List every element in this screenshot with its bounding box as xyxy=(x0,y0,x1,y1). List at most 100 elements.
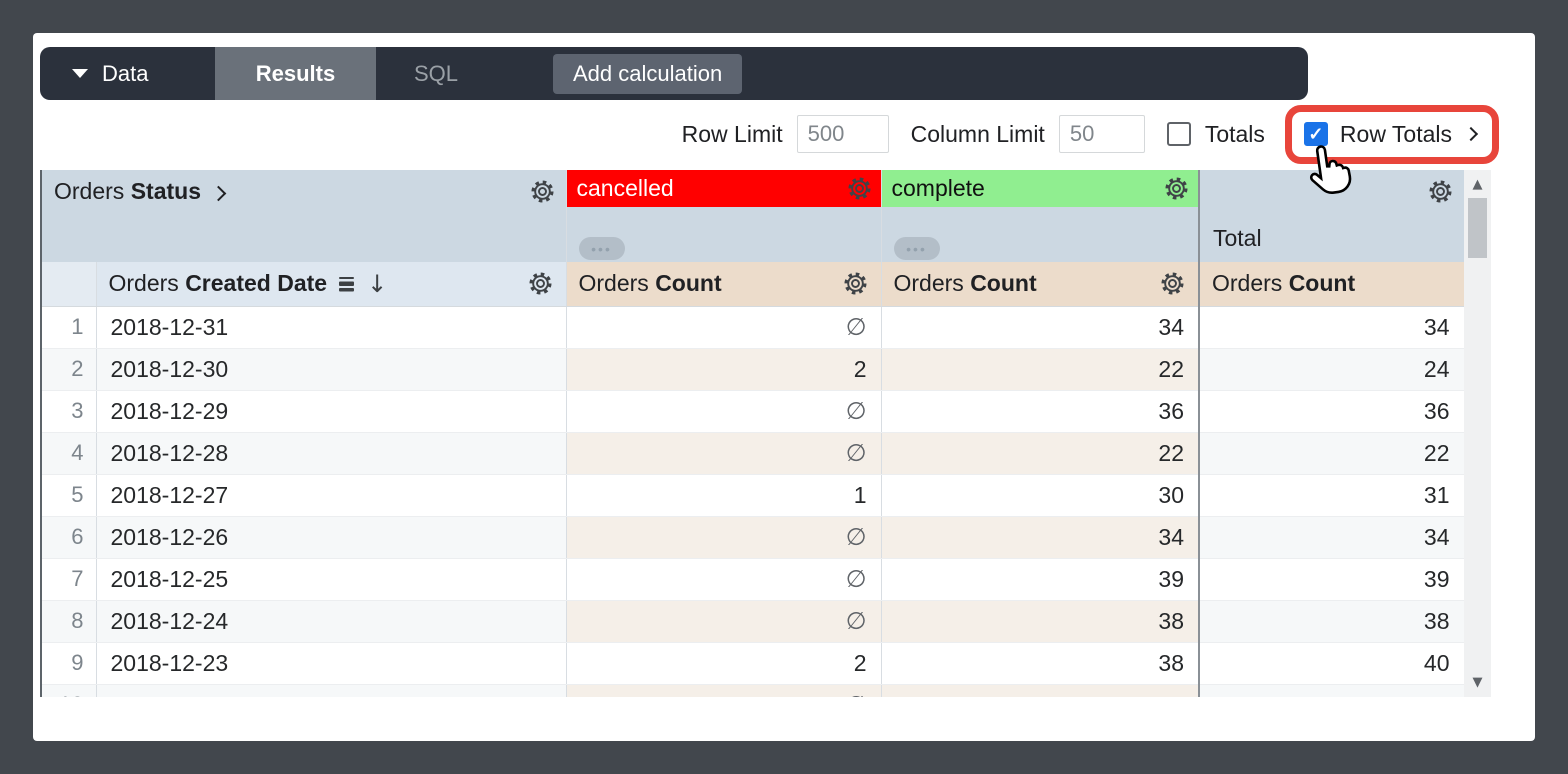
scrollbar-thumb[interactable] xyxy=(1468,198,1487,258)
tab-sql[interactable]: SQL xyxy=(376,47,496,100)
pivot-field-prefix: Orders xyxy=(54,178,125,204)
row-total-cell[interactable]: 34 xyxy=(1198,516,1464,559)
tab-results-label: Results xyxy=(255,60,336,86)
query-controls: Row Limit Column Limit Totals ✓ Row Tota… xyxy=(33,102,1499,194)
row-total-cell[interactable]: 40 xyxy=(1198,642,1464,685)
tab-sql-label: SQL xyxy=(413,60,459,86)
complete-count-cell[interactable]: 22 xyxy=(881,432,1200,475)
date-cell[interactable]: 2018-12-30 xyxy=(96,348,567,391)
column-limit-label: Column Limit xyxy=(910,120,1045,147)
measure-name: Count xyxy=(970,270,1037,297)
complete-count-cell[interactable]: 34 xyxy=(881,306,1200,349)
gear-icon[interactable] xyxy=(529,178,556,205)
row-total-cell[interactable]: 38 xyxy=(1198,684,1464,697)
row-total-cell[interactable]: 36 xyxy=(1198,390,1464,433)
date-cell[interactable]: 2018-12-25 xyxy=(96,558,567,601)
date-cell[interactable]: 2018-12-28 xyxy=(96,432,567,475)
date-cell[interactable]: 2018-12-22 xyxy=(96,684,567,697)
table-row: 6 2018-12-26 ∅ 34 34 xyxy=(42,516,1464,559)
row-total-cell[interactable]: 22 xyxy=(1198,432,1464,475)
chevron-right-icon[interactable] xyxy=(1463,126,1479,142)
totals-label: Totals xyxy=(1204,120,1265,147)
row-total-cell[interactable]: 38 xyxy=(1198,600,1464,643)
row-number: 8 xyxy=(42,600,97,643)
row-totals-annotation-box: ✓ Row Totals xyxy=(1284,104,1499,194)
measure-title[interactable]: Orders Count xyxy=(579,270,722,297)
gear-icon[interactable] xyxy=(527,270,554,297)
dimension-title[interactable]: Orders Created Date xyxy=(109,270,328,297)
cancelled-count-cell[interactable]: 2 xyxy=(566,348,882,391)
cancelled-count-cell: ∅ xyxy=(566,432,882,475)
complete-count-cell[interactable]: 38 xyxy=(881,684,1200,697)
row-number: 7 xyxy=(42,558,97,601)
pivot-header-row: Orders Status cancelled ••• xyxy=(42,170,1464,262)
pivot-value-label[interactable]: cancelled xyxy=(576,175,674,201)
table-row: 5 2018-12-27 1 30 31 xyxy=(42,474,1464,517)
cancelled-count-cell: ∅ xyxy=(566,600,882,643)
gear-icon[interactable] xyxy=(1159,270,1186,297)
row-totals-checkbox[interactable]: ✓ xyxy=(1303,122,1328,146)
row-total-cell[interactable]: 31 xyxy=(1198,474,1464,517)
add-calculation-button[interactable]: Add calculation xyxy=(553,53,743,94)
row-total-cell[interactable]: 24 xyxy=(1198,348,1464,391)
measure-title[interactable]: Orders Count xyxy=(894,270,1037,297)
table-row: 8 2018-12-24 ∅ 38 38 xyxy=(42,600,1464,643)
row-number: 2 xyxy=(42,348,97,391)
date-cell[interactable]: 2018-12-26 xyxy=(96,516,567,559)
pivot-value-header-cancelled: cancelled ••• xyxy=(566,170,882,262)
pivot-field-name: Status xyxy=(130,178,201,204)
measure-header-row: Orders Created Date ↓ xyxy=(42,262,1464,307)
results-table-viewport: Orders Status cancelled ••• xyxy=(40,170,1464,697)
complete-count-cell[interactable]: 38 xyxy=(881,642,1200,685)
ellipsis-icon[interactable]: ••• xyxy=(893,237,940,260)
date-cell[interactable]: 2018-12-23 xyxy=(96,642,567,685)
complete-count-cell[interactable]: 30 xyxy=(881,474,1200,517)
measure-title: Orders Count xyxy=(1212,270,1355,297)
row-total-cell[interactable]: 34 xyxy=(1198,306,1464,349)
complete-count-cell[interactable]: 38 xyxy=(881,600,1200,643)
results-table: Orders Status cancelled ••• xyxy=(42,170,1464,697)
tab-data-label: Data xyxy=(102,60,149,86)
row-limit-label: Row Limit xyxy=(681,120,783,147)
tab-results[interactable]: Results xyxy=(215,47,376,100)
sort-descending-icon[interactable]: ↓ xyxy=(367,269,388,298)
gear-icon[interactable] xyxy=(1163,175,1190,202)
row-number: 9 xyxy=(42,642,97,685)
pivot-value-label[interactable]: complete xyxy=(891,175,985,201)
totals-checkbox[interactable] xyxy=(1166,122,1191,146)
tab-data[interactable]: Data xyxy=(40,47,215,100)
column-limit-input[interactable] xyxy=(1058,115,1145,153)
cancelled-count-cell: ∅ xyxy=(566,306,882,349)
cancelled-count-cell[interactable]: 1 xyxy=(566,474,882,517)
pointer-cursor-icon xyxy=(1309,144,1352,194)
date-cell[interactable]: 2018-12-31 xyxy=(96,306,567,349)
table-row: 1 2018-12-31 ∅ 34 34 xyxy=(42,306,1464,349)
scrollbar-up-arrow[interactable]: ▲ xyxy=(1472,177,1483,192)
date-cell[interactable]: 2018-12-29 xyxy=(96,390,567,433)
ellipsis-icon[interactable]: ••• xyxy=(578,237,625,260)
cancelled-count-cell[interactable]: 2 xyxy=(566,642,882,685)
row-total-cell[interactable]: 39 xyxy=(1198,558,1464,601)
complete-count-cell[interactable]: 36 xyxy=(881,390,1200,433)
complete-count-cell[interactable]: 22 xyxy=(881,348,1200,391)
gear-icon[interactable] xyxy=(846,175,873,202)
pivot-field-title[interactable]: Orders Status xyxy=(54,178,227,205)
measure-prefix: Orders xyxy=(893,270,964,297)
row-number: 5 xyxy=(42,474,97,517)
explorer-card: Data Results SQL Add calculation Row Lim… xyxy=(33,33,1535,741)
cancelled-count-cell: ∅ xyxy=(566,516,882,559)
complete-count-cell[interactable]: 39 xyxy=(881,558,1200,601)
vertical-scrollbar[interactable]: ▲ ▼ xyxy=(1464,170,1491,697)
scrollbar-down-arrow[interactable]: ▼ xyxy=(1472,675,1483,690)
date-cell[interactable]: 2018-12-24 xyxy=(96,600,567,643)
complete-count-cell[interactable]: 34 xyxy=(881,516,1200,559)
date-group-rows-icon xyxy=(339,276,355,292)
date-cell[interactable]: 2018-12-27 xyxy=(96,474,567,517)
measure-prefix: Orders xyxy=(578,270,649,297)
gear-icon[interactable] xyxy=(842,270,869,297)
table-row: 9 2018-12-23 2 38 40 xyxy=(42,642,1464,685)
table-row: 4 2018-12-28 ∅ 22 22 xyxy=(42,432,1464,475)
measure-name: Count xyxy=(655,270,722,297)
gear-icon[interactable] xyxy=(1427,178,1454,205)
row-limit-input[interactable] xyxy=(796,115,889,153)
